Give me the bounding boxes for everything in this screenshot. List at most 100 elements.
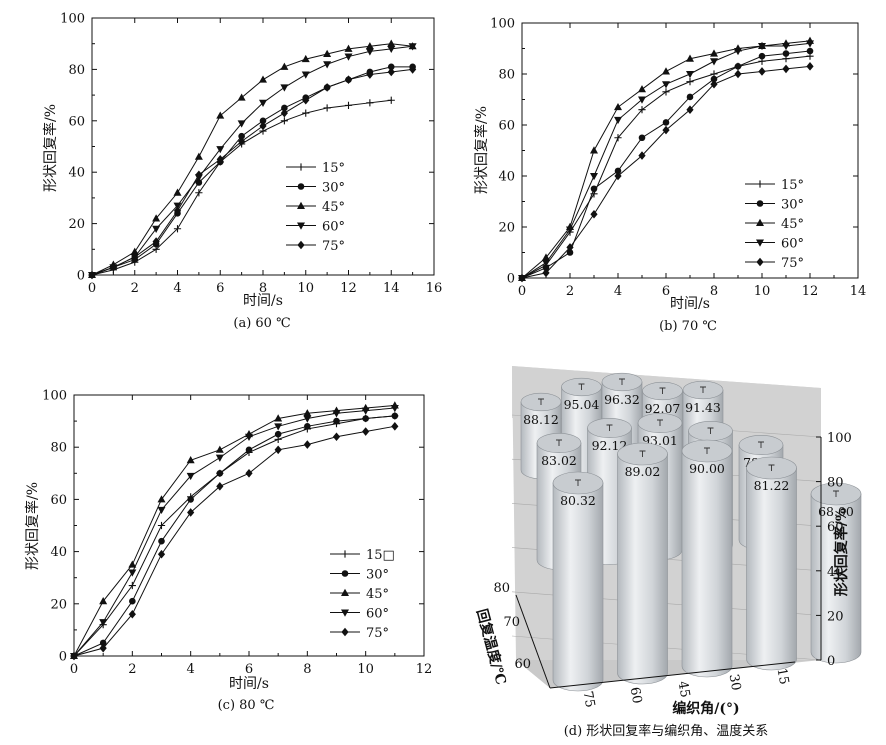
data-point: [542, 253, 550, 261]
value-label: 88.12: [523, 412, 559, 427]
y-tick-label: 20: [68, 217, 85, 232]
y-tick-label: 80: [68, 63, 85, 78]
data-point: [590, 146, 598, 154]
data-point: [187, 496, 194, 503]
legend-entry: 60°: [745, 237, 804, 252]
data-point: [686, 71, 694, 79]
value-label: 90.00: [689, 461, 725, 476]
x-tick-label: 4: [614, 284, 622, 299]
angle-tick-label: 45: [675, 680, 693, 699]
data-point: [99, 643, 107, 653]
data-point: [274, 445, 282, 455]
data-point: [333, 417, 340, 425]
error-bar: [659, 387, 666, 394]
legend-label: 15°: [322, 161, 345, 176]
data-point: [259, 117, 267, 125]
data-point: [758, 42, 766, 51]
x-tick-label: 6: [216, 281, 224, 296]
data-point: [238, 132, 245, 140]
cylinder-bar: 89.02: [617, 442, 668, 685]
data-point: [614, 171, 622, 181]
data-point: [128, 569, 137, 577]
data-point: [710, 58, 718, 66]
data-point: [173, 202, 182, 210]
legend-entry: 30°: [330, 568, 389, 583]
error-bar: [657, 419, 663, 426]
angle-tick-label: 60: [627, 686, 645, 705]
error-bar: [704, 447, 710, 454]
data-point: [806, 40, 814, 48]
y-tick-label: 40: [68, 166, 85, 181]
data-point: [614, 167, 622, 175]
y-tick-label: 0: [59, 650, 67, 665]
data-point: [152, 237, 160, 246]
data-point: [662, 67, 670, 75]
data-point: [280, 108, 288, 118]
data-point: [303, 409, 312, 417]
data-point: [157, 521, 166, 530]
data-point: [280, 62, 289, 70]
data-point: [245, 433, 253, 441]
data-point: [734, 48, 742, 56]
legend-label: 15°: [781, 178, 804, 193]
x-tick-label: 16: [426, 281, 443, 296]
data-point: [686, 105, 694, 114]
x-tick-label: 14: [850, 284, 867, 299]
y-tick-label: 40: [498, 170, 515, 185]
value-label: 92.07: [645, 401, 681, 416]
cylinder-body: [810, 493, 862, 664]
x-tick-label: 8: [710, 284, 718, 299]
data-point: [662, 88, 670, 96]
y-tick-label: 100: [60, 12, 85, 27]
series-line: [91, 66, 413, 276]
angle-axis-label: 编织角/(°): [672, 700, 739, 717]
x-tick-label: 2: [566, 284, 574, 299]
data-point: [758, 52, 766, 60]
y-axis-label: 形状回复率/%: [24, 482, 41, 570]
data-point: [237, 93, 246, 101]
data-point: [237, 120, 246, 128]
data-point: [542, 264, 550, 272]
z-tick-label: 0: [827, 654, 835, 669]
x-axis-label: 时间/s: [670, 296, 710, 312]
data-point: [128, 560, 137, 568]
data-point: [245, 469, 253, 478]
temperature-tick-label: 80: [493, 581, 510, 596]
error-bar: [575, 479, 581, 486]
error-bar: [606, 424, 613, 431]
y-tick-label: 60: [68, 114, 85, 129]
data-point: [274, 414, 283, 422]
panel-caption: (b) 70 ℃: [659, 319, 717, 334]
cylinder-bar: 81.22: [746, 456, 797, 671]
data-point: [566, 249, 574, 256]
data-point: [390, 405, 399, 413]
data-point: [782, 42, 790, 51]
data-point: [638, 151, 646, 160]
legend-entry: 45°: [745, 217, 804, 232]
data-point: [259, 99, 267, 108]
angle-tick-label: 15: [774, 667, 792, 686]
x-tick-label: 4: [187, 662, 195, 677]
value-label: 92.12: [592, 438, 628, 453]
x-tick-label: 6: [245, 662, 253, 677]
x-tick-label: 14: [383, 281, 400, 296]
data-point: [157, 549, 166, 559]
series-75: [70, 422, 399, 661]
data-point: [128, 581, 136, 590]
z-tick-label: 80: [827, 476, 844, 491]
legend-marker: [756, 257, 764, 267]
error-bar: [833, 490, 839, 497]
data-point: [614, 134, 622, 142]
legend-entry: 45°: [330, 587, 389, 602]
data-point: [344, 101, 353, 109]
data-point: [245, 446, 253, 454]
angle-axis: [549, 661, 796, 689]
data-point: [662, 119, 670, 126]
data-point: [638, 134, 646, 142]
x-tick-label: 0: [70, 662, 78, 677]
data-point: [195, 189, 203, 197]
data-point: [366, 70, 374, 79]
x-tick-label: 12: [340, 281, 357, 296]
data-point: [187, 508, 195, 517]
data-point: [332, 410, 341, 418]
